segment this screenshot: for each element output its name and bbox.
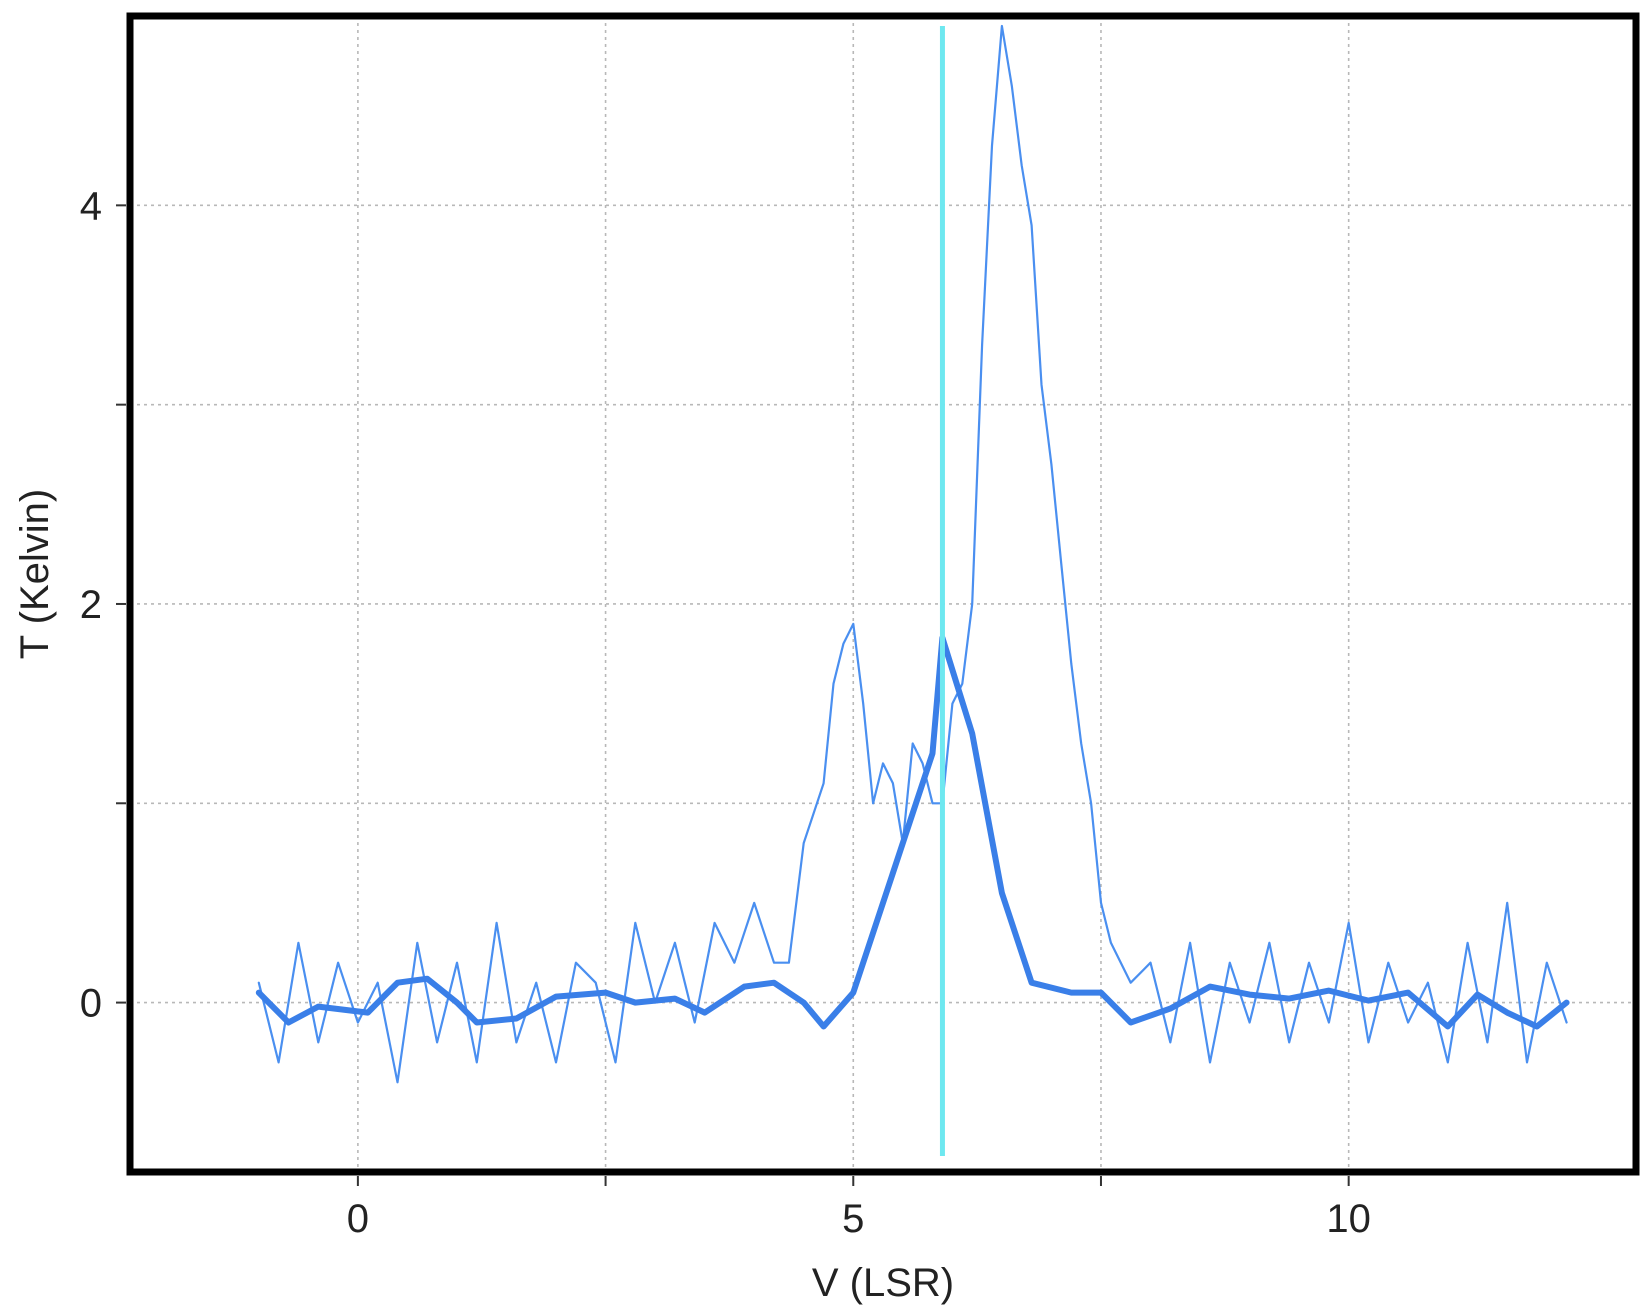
smoothed-series-line (255, 634, 1570, 1030)
series-group (255, 24, 1570, 1084)
y-axis-label: T (Kelvin) (13, 489, 57, 659)
x-tick-label: 5 (842, 1197, 864, 1241)
plot-frame (126, 12, 1640, 1176)
raw-series-line (257, 24, 1568, 1084)
y-tick-label: 4 (80, 184, 102, 228)
y-tick-label: 0 (80, 982, 102, 1026)
x-tick-label: 10 (1326, 1197, 1371, 1241)
x-axis-label: V (LSR) (812, 1261, 954, 1305)
grid (130, 16, 1636, 1172)
x-tick-label: 0 (347, 1197, 369, 1241)
ticks: 0 5 10 0 2 4 (80, 184, 1371, 1241)
y-tick-label: 2 (80, 583, 102, 627)
